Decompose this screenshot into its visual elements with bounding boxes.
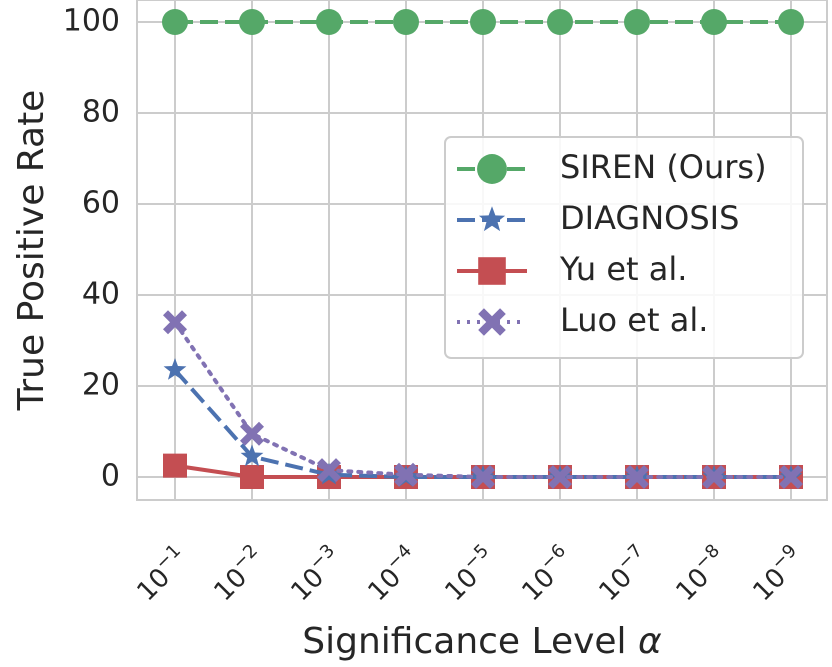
data-point — [240, 444, 264, 467]
x-axis-ticks: 10−110−210−310−410−510−610−710−810−9 — [128, 540, 811, 607]
data-point — [240, 465, 264, 489]
y-tick-label: 80 — [82, 95, 120, 130]
data-point — [779, 465, 803, 489]
x-axis-label-text: Significance Level — [302, 621, 626, 662]
y-tick-label: 0 — [101, 459, 120, 494]
data-point — [548, 465, 572, 489]
x-tick-label: 10−1 — [128, 540, 195, 607]
data-point — [702, 465, 726, 489]
y-axis-label: True Positive Rate — [11, 90, 52, 412]
x-tick-label: 10−6 — [513, 540, 580, 607]
data-point — [239, 9, 265, 35]
data-point — [624, 9, 650, 35]
y-tick-label: 100 — [63, 4, 120, 39]
data-point — [471, 465, 495, 489]
data-point — [163, 310, 187, 335]
x-tick-label: 10−5 — [436, 540, 503, 607]
legend-label: Yu et al. — [559, 250, 687, 288]
data-point — [240, 421, 264, 446]
x-axis-label: Significance Level α — [302, 621, 662, 662]
y-axis-ticks: 0 20 40 60 80 100 — [63, 4, 120, 494]
series-siren-ours — [162, 9, 804, 35]
legend-marker — [477, 154, 507, 184]
y-tick-label: 40 — [82, 277, 120, 312]
data-point — [470, 9, 496, 35]
legend-marker — [478, 206, 506, 232]
data-point — [393, 9, 419, 35]
data-point — [547, 9, 573, 35]
data-point — [316, 9, 342, 35]
legend-label: SIREN (Ours) — [560, 148, 767, 186]
x-tick-label: 10−8 — [667, 540, 734, 607]
x-tick-label: 10−4 — [359, 540, 426, 607]
data-point — [162, 9, 188, 35]
x-tick-label: 10−7 — [590, 540, 657, 607]
x-axis-label-symbol: α — [638, 621, 662, 662]
data-point — [163, 358, 187, 380]
data-point — [163, 453, 187, 478]
y-tick-label: 60 — [82, 186, 120, 221]
data-point — [317, 458, 341, 483]
legend-label: Luo et al. — [560, 301, 708, 339]
x-tick-label: 10−2 — [205, 540, 272, 607]
legend: SIREN (Ours) DIAGNOSIS Yu et al. Luo et al. — [444, 136, 804, 359]
y-tick-label: 20 — [82, 368, 120, 403]
series-luo-et-al — [163, 310, 803, 489]
data-point — [394, 462, 418, 487]
x-tick-label: 10−3 — [282, 540, 349, 607]
x-tick-label: 10−9 — [744, 540, 811, 607]
data-point — [625, 465, 649, 489]
data-point — [778, 9, 804, 35]
legend-marker — [478, 308, 506, 336]
series-group — [162, 9, 804, 489]
legend-marker — [478, 257, 506, 285]
legend-box — [444, 136, 804, 359]
legend-label: DIAGNOSIS — [560, 199, 739, 237]
data-point — [701, 9, 727, 35]
